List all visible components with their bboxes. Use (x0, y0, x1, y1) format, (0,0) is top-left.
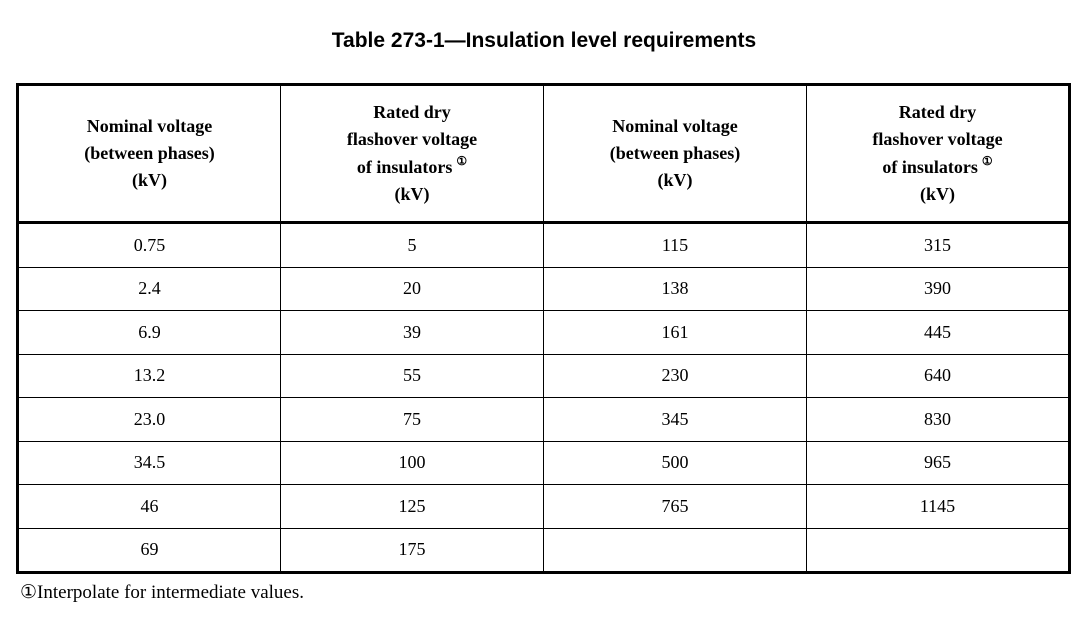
header-flashover-voltage-right: Rated dry flashover voltage of insulator… (806, 84, 1070, 224)
table-row: 23.0 75 345 830 (17, 397, 1070, 442)
table-cell: 1145 (806, 484, 1070, 529)
table-cell: 75 (280, 397, 544, 442)
header-line: (between phases) (609, 143, 741, 163)
table-row: 69 175 (17, 527, 1070, 573)
table-cell: 315 (806, 222, 1070, 268)
header-line: of insulators ① (281, 153, 543, 181)
table-cell: 965 (806, 440, 1070, 485)
table-cell: 765 (543, 484, 807, 529)
header-line: (kV) (657, 170, 693, 190)
header-line: flashover voltage (346, 129, 478, 149)
header-line: (kV) (132, 170, 167, 190)
table-cell: 640 (806, 353, 1070, 398)
table-cell (543, 527, 807, 573)
table-cell: 13.2 (17, 353, 281, 398)
table-cell: 500 (543, 440, 807, 485)
table-footnote: ①Interpolate for intermediate values. (0, 574, 1088, 604)
table-cell: 125 (280, 484, 544, 529)
table-cell: 445 (806, 310, 1070, 355)
table-cell: 230 (543, 353, 807, 398)
table-row: 0.75 5 115 315 (17, 222, 1070, 268)
header-row: Nominal voltage (between phases) (kV) Ra… (17, 84, 1070, 224)
footnote-marker: ① (20, 582, 38, 603)
header-nominal-voltage-left: Nominal voltage (between phases) (kV) (17, 84, 281, 224)
header-line: Rated dry (373, 102, 451, 122)
table-cell: 175 (280, 527, 544, 573)
table-cell: 138 (543, 266, 807, 311)
table-title: Table 273-1—Insulation level requirement… (331, 29, 757, 52)
table-cell: 345 (543, 397, 807, 442)
table-cell: 69 (17, 527, 281, 573)
table-cell: 100 (280, 440, 544, 485)
header-line-text: of insulators (882, 157, 978, 177)
header-line: Rated dry (898, 102, 977, 122)
insulation-level-table: Nominal voltage (between phases) (kV) Ra… (16, 83, 1071, 574)
header-line: Nominal voltage (86, 116, 213, 136)
table-cell: 39 (280, 310, 544, 355)
table-row: 2.4 20 138 390 (17, 266, 1070, 311)
header-line-text: of insulators (356, 157, 453, 177)
header-flashover-voltage-left: Rated dry flashover voltage of insulator… (280, 84, 544, 224)
table-cell: 34.5 (17, 440, 281, 485)
table-cell: 20 (280, 266, 544, 311)
table-cell: 5 (280, 222, 544, 268)
document-page: Table 273-1—Insulation level requirement… (0, 29, 1088, 604)
header-line: of insulators ① (807, 153, 1068, 181)
table-cell: 161 (543, 310, 807, 355)
header-line: (between phases) (84, 143, 215, 163)
table-row: 13.2 55 230 640 (17, 353, 1070, 398)
table-cell: 830 (806, 397, 1070, 442)
table-cell: 2.4 (17, 266, 281, 311)
footnote-reference-icon: ① (981, 154, 993, 168)
table-row: 34.5 100 500 965 (17, 440, 1070, 485)
table-cell: 115 (543, 222, 807, 268)
table-cell: 55 (280, 353, 544, 398)
table-row: 46 125 765 1145 (17, 484, 1070, 529)
header-line: flashover voltage (872, 129, 1003, 149)
table-cell: 0.75 (17, 222, 281, 268)
table-cell: 390 (806, 266, 1070, 311)
table-cell (806, 527, 1070, 573)
header-line: Nominal voltage (612, 116, 738, 136)
header-nominal-voltage-right: Nominal voltage (between phases) (kV) (543, 84, 807, 224)
table-cell: 6.9 (17, 310, 281, 355)
table-cell: 23.0 (17, 397, 281, 442)
footnote-text: Interpolate for intermediate values. (37, 582, 304, 603)
table-cell: 46 (17, 484, 281, 529)
footnote-reference-icon: ① (456, 154, 468, 168)
header-line: (kV) (920, 184, 955, 204)
header-line: (kV) (394, 184, 430, 204)
table-row: 6.9 39 161 445 (17, 310, 1070, 355)
